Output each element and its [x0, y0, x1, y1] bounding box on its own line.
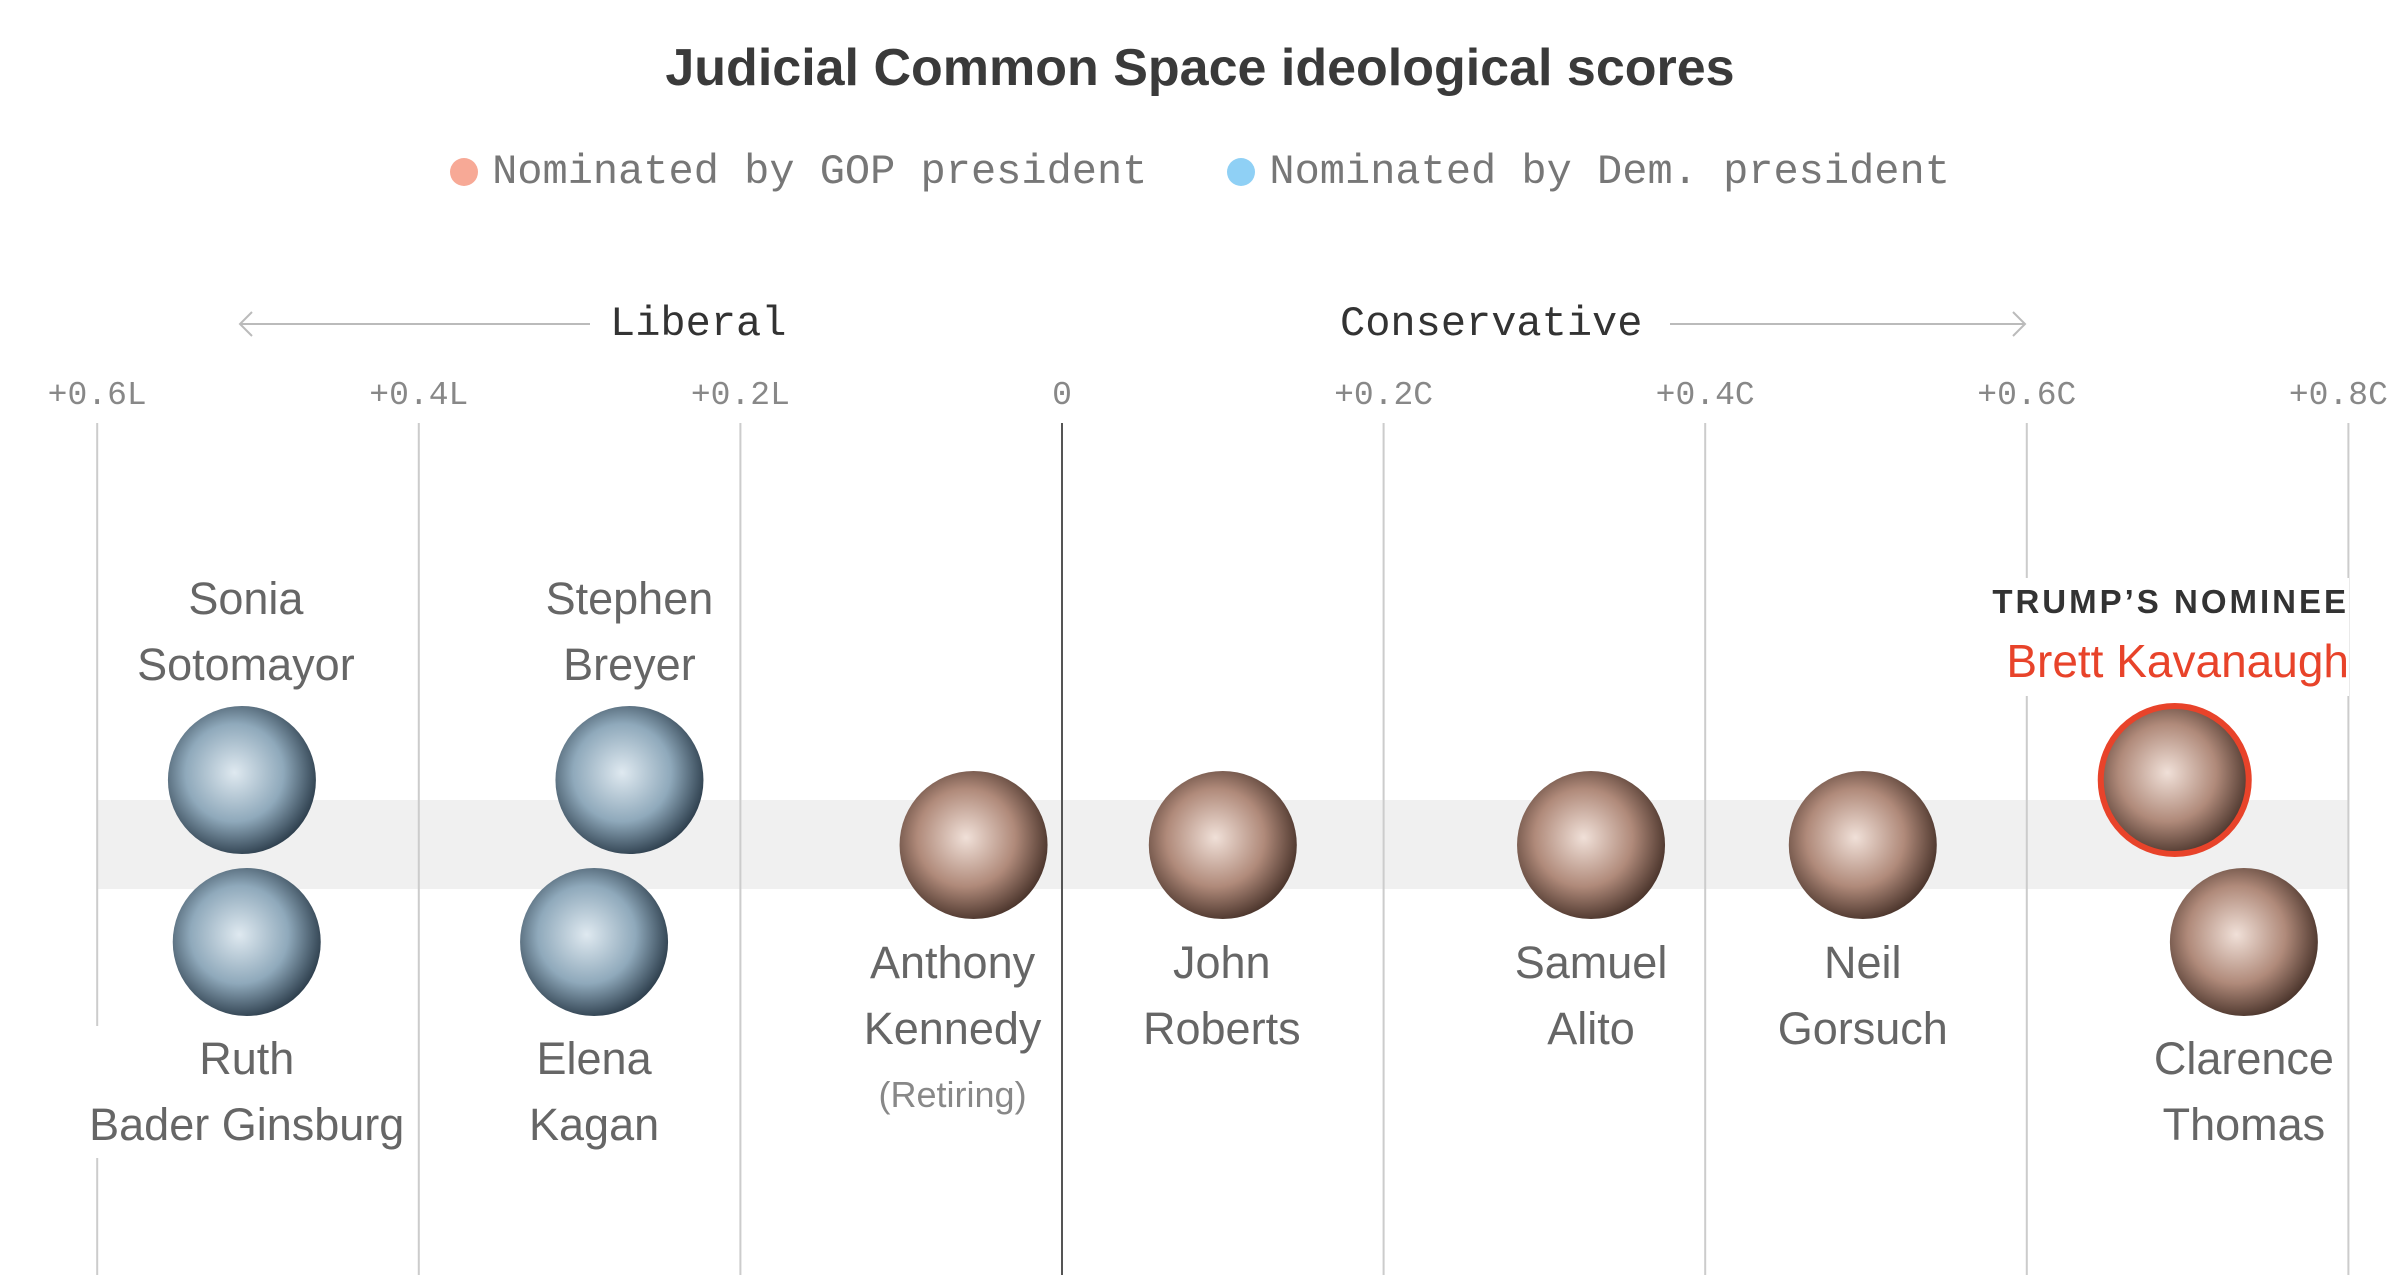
- justice-label: Elena Kagan: [525, 1026, 664, 1158]
- liberal-label: Liberal: [610, 300, 787, 348]
- justice-name-line: Gorsuch: [1777, 1003, 1948, 1054]
- justice-name-line: John: [1172, 937, 1271, 988]
- legend-label-gop: Nominated by GOP president: [492, 148, 1148, 196]
- justice-name-line: Kennedy: [863, 1003, 1042, 1054]
- liberal-arrow-icon: [238, 311, 253, 337]
- justice-name-line: Anthony: [869, 937, 1036, 988]
- legend-dot-dem-icon: [1227, 158, 1256, 186]
- legend-item-dem: Nominated by Dem. president: [1227, 148, 1950, 196]
- justice-name-line: Thomas: [2162, 1099, 2326, 1150]
- justice-photo-point: [555, 706, 704, 854]
- justice-photo-point: [172, 868, 321, 1016]
- nominee-name: Brett Kavanaugh: [2006, 635, 2349, 687]
- justice-name-line: Roberts: [1143, 1003, 1301, 1054]
- justice-label: Anthony Kennedy (Retiring): [859, 930, 1046, 1128]
- justice-label: John Roberts: [1139, 930, 1305, 1062]
- justice-note: (Retiring): [878, 1074, 1027, 1115]
- tick-label: +0.4C: [1655, 377, 1755, 414]
- justice-photo-point: [1517, 771, 1666, 919]
- justice-photo-point: [2097, 703, 2252, 857]
- legend-label-dem: Nominated by Dem. president: [1269, 148, 1950, 196]
- justice-name-line: Breyer: [563, 639, 696, 690]
- justice-name-line: Samuel: [1514, 937, 1668, 988]
- justice-photo-point: [899, 771, 1048, 919]
- justice-photo-point: [520, 868, 669, 1016]
- justice-photo-point: [1788, 771, 1937, 919]
- nominee-tag: TRUMP’S NOMINEE: [1992, 583, 2349, 620]
- justice-name-line: Ruth: [199, 1033, 295, 1084]
- tick-label: +0.2L: [690, 377, 790, 414]
- justice-photo-point: [167, 706, 316, 854]
- justice-name-line: Kagan: [529, 1099, 660, 1150]
- justice-name-line: Neil: [1824, 937, 1902, 988]
- justice-name-line: Elena: [536, 1033, 652, 1084]
- conservative-label: Conservative: [1340, 300, 1643, 348]
- justice-name-line: Stephen: [545, 573, 714, 624]
- legend-item-gop: Nominated by GOP president: [450, 148, 1147, 196]
- justice-name-line: Sotomayor: [137, 639, 355, 690]
- tick-label: +0.6C: [1977, 377, 2077, 414]
- justice-label: Stephen Breyer: [541, 566, 718, 698]
- justice-name-line: Sonia: [188, 573, 304, 624]
- justice-label: Neil Gorsuch: [1773, 930, 1952, 1062]
- justice-label: Ruth Bader Ginsburg: [85, 1026, 409, 1158]
- legend-dot-gop-icon: [450, 158, 479, 186]
- legend: Nominated by GOP president Nominated by …: [0, 148, 2400, 196]
- justice-name-line: Alito: [1547, 1003, 1635, 1054]
- justice-name-line: Clarence: [2153, 1033, 2334, 1084]
- justice-photo-point: [2169, 868, 2318, 1016]
- nominee-label: TRUMP’S NOMINEE Brett Kavanaugh: [1986, 578, 2349, 696]
- tick-label: +0.4L: [369, 377, 469, 414]
- justice-label: Sonia Sotomayor: [133, 566, 359, 698]
- chart-title: Judicial Common Space ideological scores: [665, 39, 1735, 97]
- justice-label: Samuel Alito: [1510, 930, 1672, 1062]
- tick-label: +0.8C: [2288, 377, 2388, 414]
- justice-photo-point: [1148, 771, 1297, 919]
- tick-label: +0.2C: [1334, 377, 1434, 414]
- tick-label: 0: [1052, 377, 1072, 414]
- justice-label: Clarence Thomas: [2149, 1026, 2338, 1158]
- justice-name-line: Bader Ginsburg: [89, 1099, 405, 1150]
- conservative-arrow-icon: [2012, 311, 2027, 337]
- tick-label: +0.6L: [47, 377, 147, 414]
